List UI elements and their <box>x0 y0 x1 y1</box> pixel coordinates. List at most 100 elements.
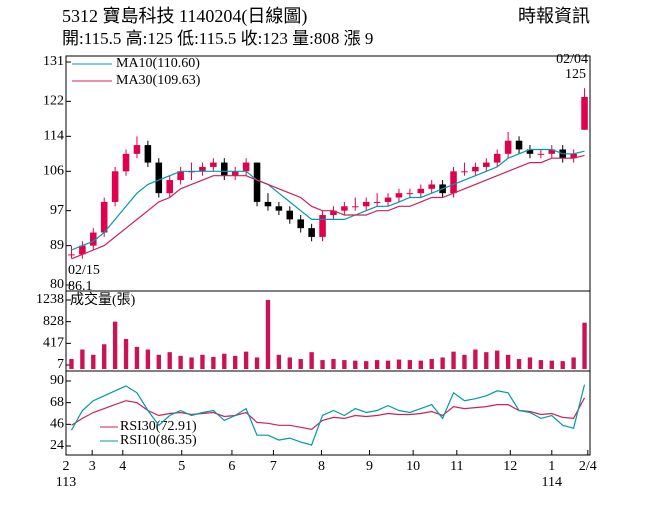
x-tick-label: 6 <box>228 459 235 474</box>
x-tick-label: 1 <box>548 459 555 474</box>
high-value: 125 <box>565 67 586 82</box>
candle-body <box>341 206 348 211</box>
candle-body <box>275 206 283 211</box>
x-tick-label: 5 <box>178 459 185 474</box>
volume-bar <box>462 354 467 369</box>
candle-body <box>253 162 261 202</box>
volume-bar <box>538 360 544 369</box>
candle-body <box>79 245 86 255</box>
x-tick-label: 3 <box>89 459 96 474</box>
volume-bar <box>549 360 554 369</box>
candle-body <box>111 171 119 202</box>
volume-bar <box>407 360 413 369</box>
y-tick-label: 131 <box>43 54 64 69</box>
x-tick-label: 7 <box>270 459 277 474</box>
candle-body <box>231 171 239 176</box>
volume-bar <box>451 351 456 369</box>
volume-bar <box>374 360 380 369</box>
candle-body <box>352 206 359 208</box>
candle-body <box>330 210 337 216</box>
x-tick-label: 10 <box>406 459 420 474</box>
candle-body <box>548 149 556 154</box>
year-label: 114 <box>542 475 562 490</box>
volume-bar <box>582 322 587 369</box>
rsi-line <box>71 397 586 430</box>
volume-bar <box>309 352 314 369</box>
high-date: 02/04 <box>556 52 588 67</box>
x-tick-label: 2/4 <box>579 459 597 474</box>
x-tick-label: 9 <box>366 459 373 474</box>
volume-bar <box>505 354 511 369</box>
candle-body <box>526 149 534 154</box>
y-tick-label: 68 <box>50 395 64 410</box>
volume-bar <box>211 356 216 369</box>
legend-label: RSI10(86.35) <box>120 433 197 448</box>
x-tick-label: 11 <box>450 459 463 474</box>
volume-bar <box>429 359 434 369</box>
candle-body <box>308 228 315 237</box>
low-value: 86.1 <box>68 279 93 294</box>
volume-bar <box>123 338 129 369</box>
low-date: 02/15 <box>68 263 100 278</box>
volume-bar <box>342 360 347 369</box>
year-label: 113 <box>56 475 76 490</box>
candle-body <box>417 188 425 194</box>
volume-bar <box>440 357 445 369</box>
legend-ma10: MA10(110.60) <box>116 56 200 71</box>
legend-ma30: MA30(109.63) <box>116 73 201 88</box>
candle-body <box>395 193 403 198</box>
volume-bar <box>298 359 303 369</box>
volume-bar <box>254 357 260 369</box>
candle-body <box>221 162 228 176</box>
candle-body <box>155 162 163 194</box>
volume-bar <box>189 357 194 369</box>
rsi-line <box>70 384 586 446</box>
candle-body <box>68 254 75 256</box>
candle-body <box>177 171 184 181</box>
x-tick-label: 8 <box>318 459 325 474</box>
candle-body <box>373 201 381 203</box>
source: 時報資訊 <box>518 6 590 26</box>
volume-bar <box>418 360 423 369</box>
candle-body <box>493 153 501 163</box>
volume-bar <box>396 359 402 369</box>
volume-bar <box>516 359 522 369</box>
volume-bar <box>353 360 358 369</box>
candle-body <box>581 96 588 130</box>
y-tick-label: 417 <box>43 336 64 351</box>
candle-body <box>144 145 152 163</box>
volume-bar <box>320 360 325 369</box>
candle-body <box>362 201 370 207</box>
legend-label: RSI30(72.91) <box>120 419 197 434</box>
candle-body <box>122 153 130 172</box>
volume-bar <box>145 349 151 369</box>
candle-body <box>242 162 250 172</box>
y-tick-label: 90 <box>50 373 64 388</box>
volume-bar <box>134 346 140 369</box>
info-line: 開:115.5 高:125 低:115.5 收:123 量:808 漲 9 <box>62 29 373 48</box>
x-tick-label: 2 <box>63 459 70 474</box>
y-tick-label: 106 <box>43 164 64 179</box>
candle-body <box>199 166 206 172</box>
volume-bar <box>287 357 292 369</box>
volume-bar <box>276 354 282 369</box>
volume-bar <box>527 357 533 369</box>
volume-bar <box>243 351 249 369</box>
candle-body <box>504 140 512 154</box>
candle-body <box>515 140 523 150</box>
y-tick-label: 97 <box>50 203 64 218</box>
volume-bar <box>167 352 172 369</box>
plot-frame <box>65 55 591 456</box>
volume-bar <box>385 360 391 369</box>
volume-bar <box>331 359 336 369</box>
y-tick-label: 1238 <box>36 292 64 307</box>
ma30-line <box>71 154 585 260</box>
x-tick-label: 12 <box>503 459 517 474</box>
candle-body <box>297 219 304 229</box>
candle-body <box>264 201 272 207</box>
volume-bar <box>222 353 227 369</box>
volume-bar <box>156 354 161 369</box>
chart-title: 5312 寶島科技 1140204(日線圖) <box>62 6 307 27</box>
candle-body <box>406 193 414 195</box>
